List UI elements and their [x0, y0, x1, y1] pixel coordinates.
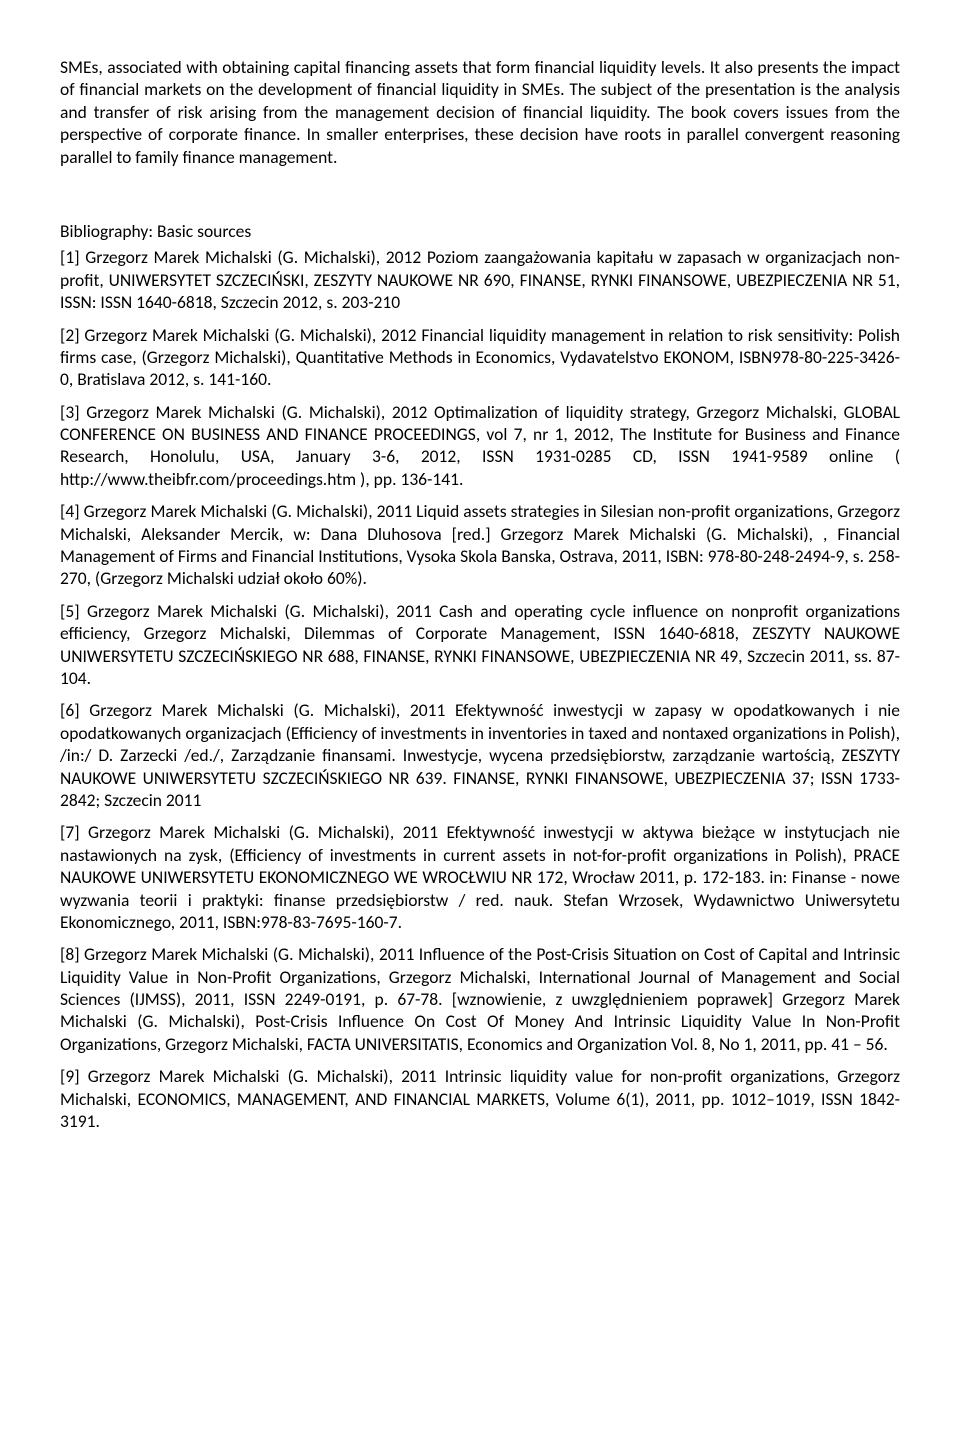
reference-item: [2] Grzegorz Marek Michalski (G. Michals…: [60, 324, 900, 391]
reference-item: [4] Grzegorz Marek Michalski (G. Michals…: [60, 500, 900, 590]
reference-item: [3] Grzegorz Marek Michalski (G. Michals…: [60, 401, 900, 491]
reference-item: [8] Grzegorz Marek Michalski (G. Michals…: [60, 943, 900, 1055]
reference-item: [5] Grzegorz Marek Michalski (G. Michals…: [60, 600, 900, 690]
bibliography-heading: Bibliography: Basic sources: [60, 220, 900, 242]
reference-item: [9] Grzegorz Marek Michalski (G. Michals…: [60, 1065, 900, 1132]
reference-item: [6] Grzegorz Marek Michalski (G. Michals…: [60, 699, 900, 811]
reference-item: [1] Grzegorz Marek Michalski (G. Michals…: [60, 246, 900, 313]
reference-item: [7] Grzegorz Marek Michalski (G. Michals…: [60, 821, 900, 933]
intro-paragraph: SMEs, associated with obtaining capital …: [60, 56, 900, 168]
section-spacer: [60, 172, 900, 220]
